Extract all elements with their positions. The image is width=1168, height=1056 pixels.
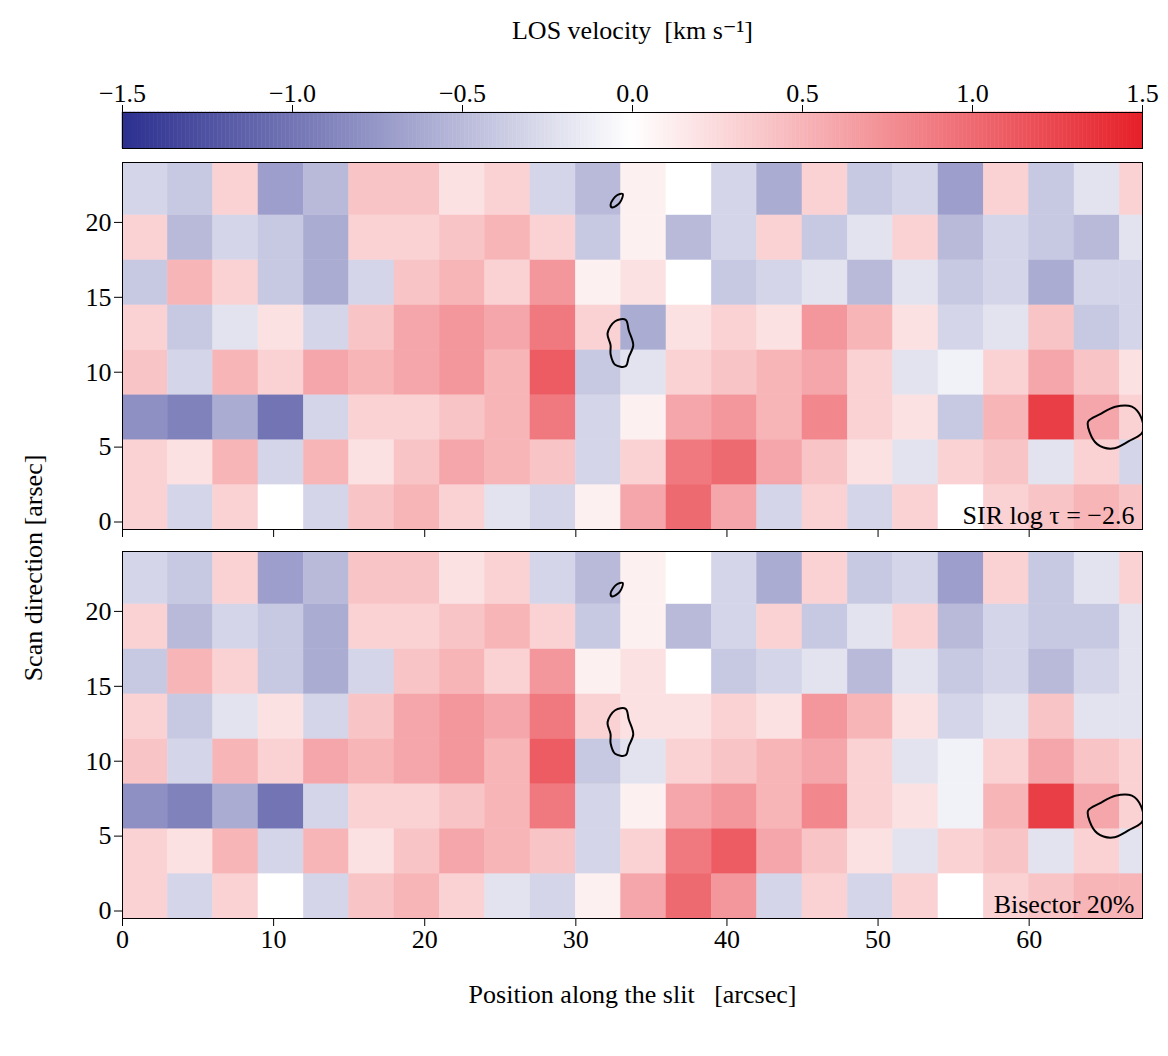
svg-text:0: 0 — [99, 896, 112, 925]
html-text:Scan direction [arsec]: Scan direction [arsec] — [19, 454, 48, 682]
svg-text:40: 40 — [714, 925, 740, 954]
svg-text:−0.5: −0.5 — [439, 79, 486, 108]
svg-text:60: 60 — [1016, 925, 1042, 954]
svg-text:−1.0: −1.0 — [269, 79, 316, 108]
svg-text:50: 50 — [865, 925, 891, 954]
svg-text:20: 20 — [86, 208, 112, 237]
svg-text:−1.5: −1.5 — [99, 79, 146, 108]
svg-text:LOS velocity [km s⁻¹]: LOS velocity [km s⁻¹] — [512, 16, 753, 45]
svg-text:Position along the slit [arc: Position along the slit [arcsec] — [469, 980, 797, 1009]
svg-text:1.5: 1.5 — [1126, 79, 1159, 108]
svg-text:5: 5 — [99, 432, 112, 461]
svg-text:Bisector 20%: Bisector 20% — [994, 890, 1135, 919]
svg-text:10: 10 — [261, 925, 287, 954]
svg-text:10: 10 — [86, 747, 112, 776]
svg-text:SIR log τ = −2.6: SIR log τ = −2.6 — [963, 501, 1135, 530]
svg-text:20: 20 — [86, 597, 112, 626]
svg-text:0: 0 — [99, 507, 112, 536]
svg-text:1.0: 1.0 — [956, 79, 989, 108]
svg-text:5: 5 — [99, 821, 112, 850]
svg-text:15: 15 — [86, 283, 112, 312]
svg-text:10: 10 — [86, 358, 112, 387]
svg-text:20: 20 — [412, 925, 438, 954]
svg-text:15: 15 — [86, 672, 112, 701]
svg-text:0: 0 — [116, 925, 129, 954]
svg-text:0.0: 0.0 — [616, 79, 649, 108]
svg-text:30: 30 — [563, 925, 589, 954]
svg-text:0.5: 0.5 — [786, 79, 819, 108]
